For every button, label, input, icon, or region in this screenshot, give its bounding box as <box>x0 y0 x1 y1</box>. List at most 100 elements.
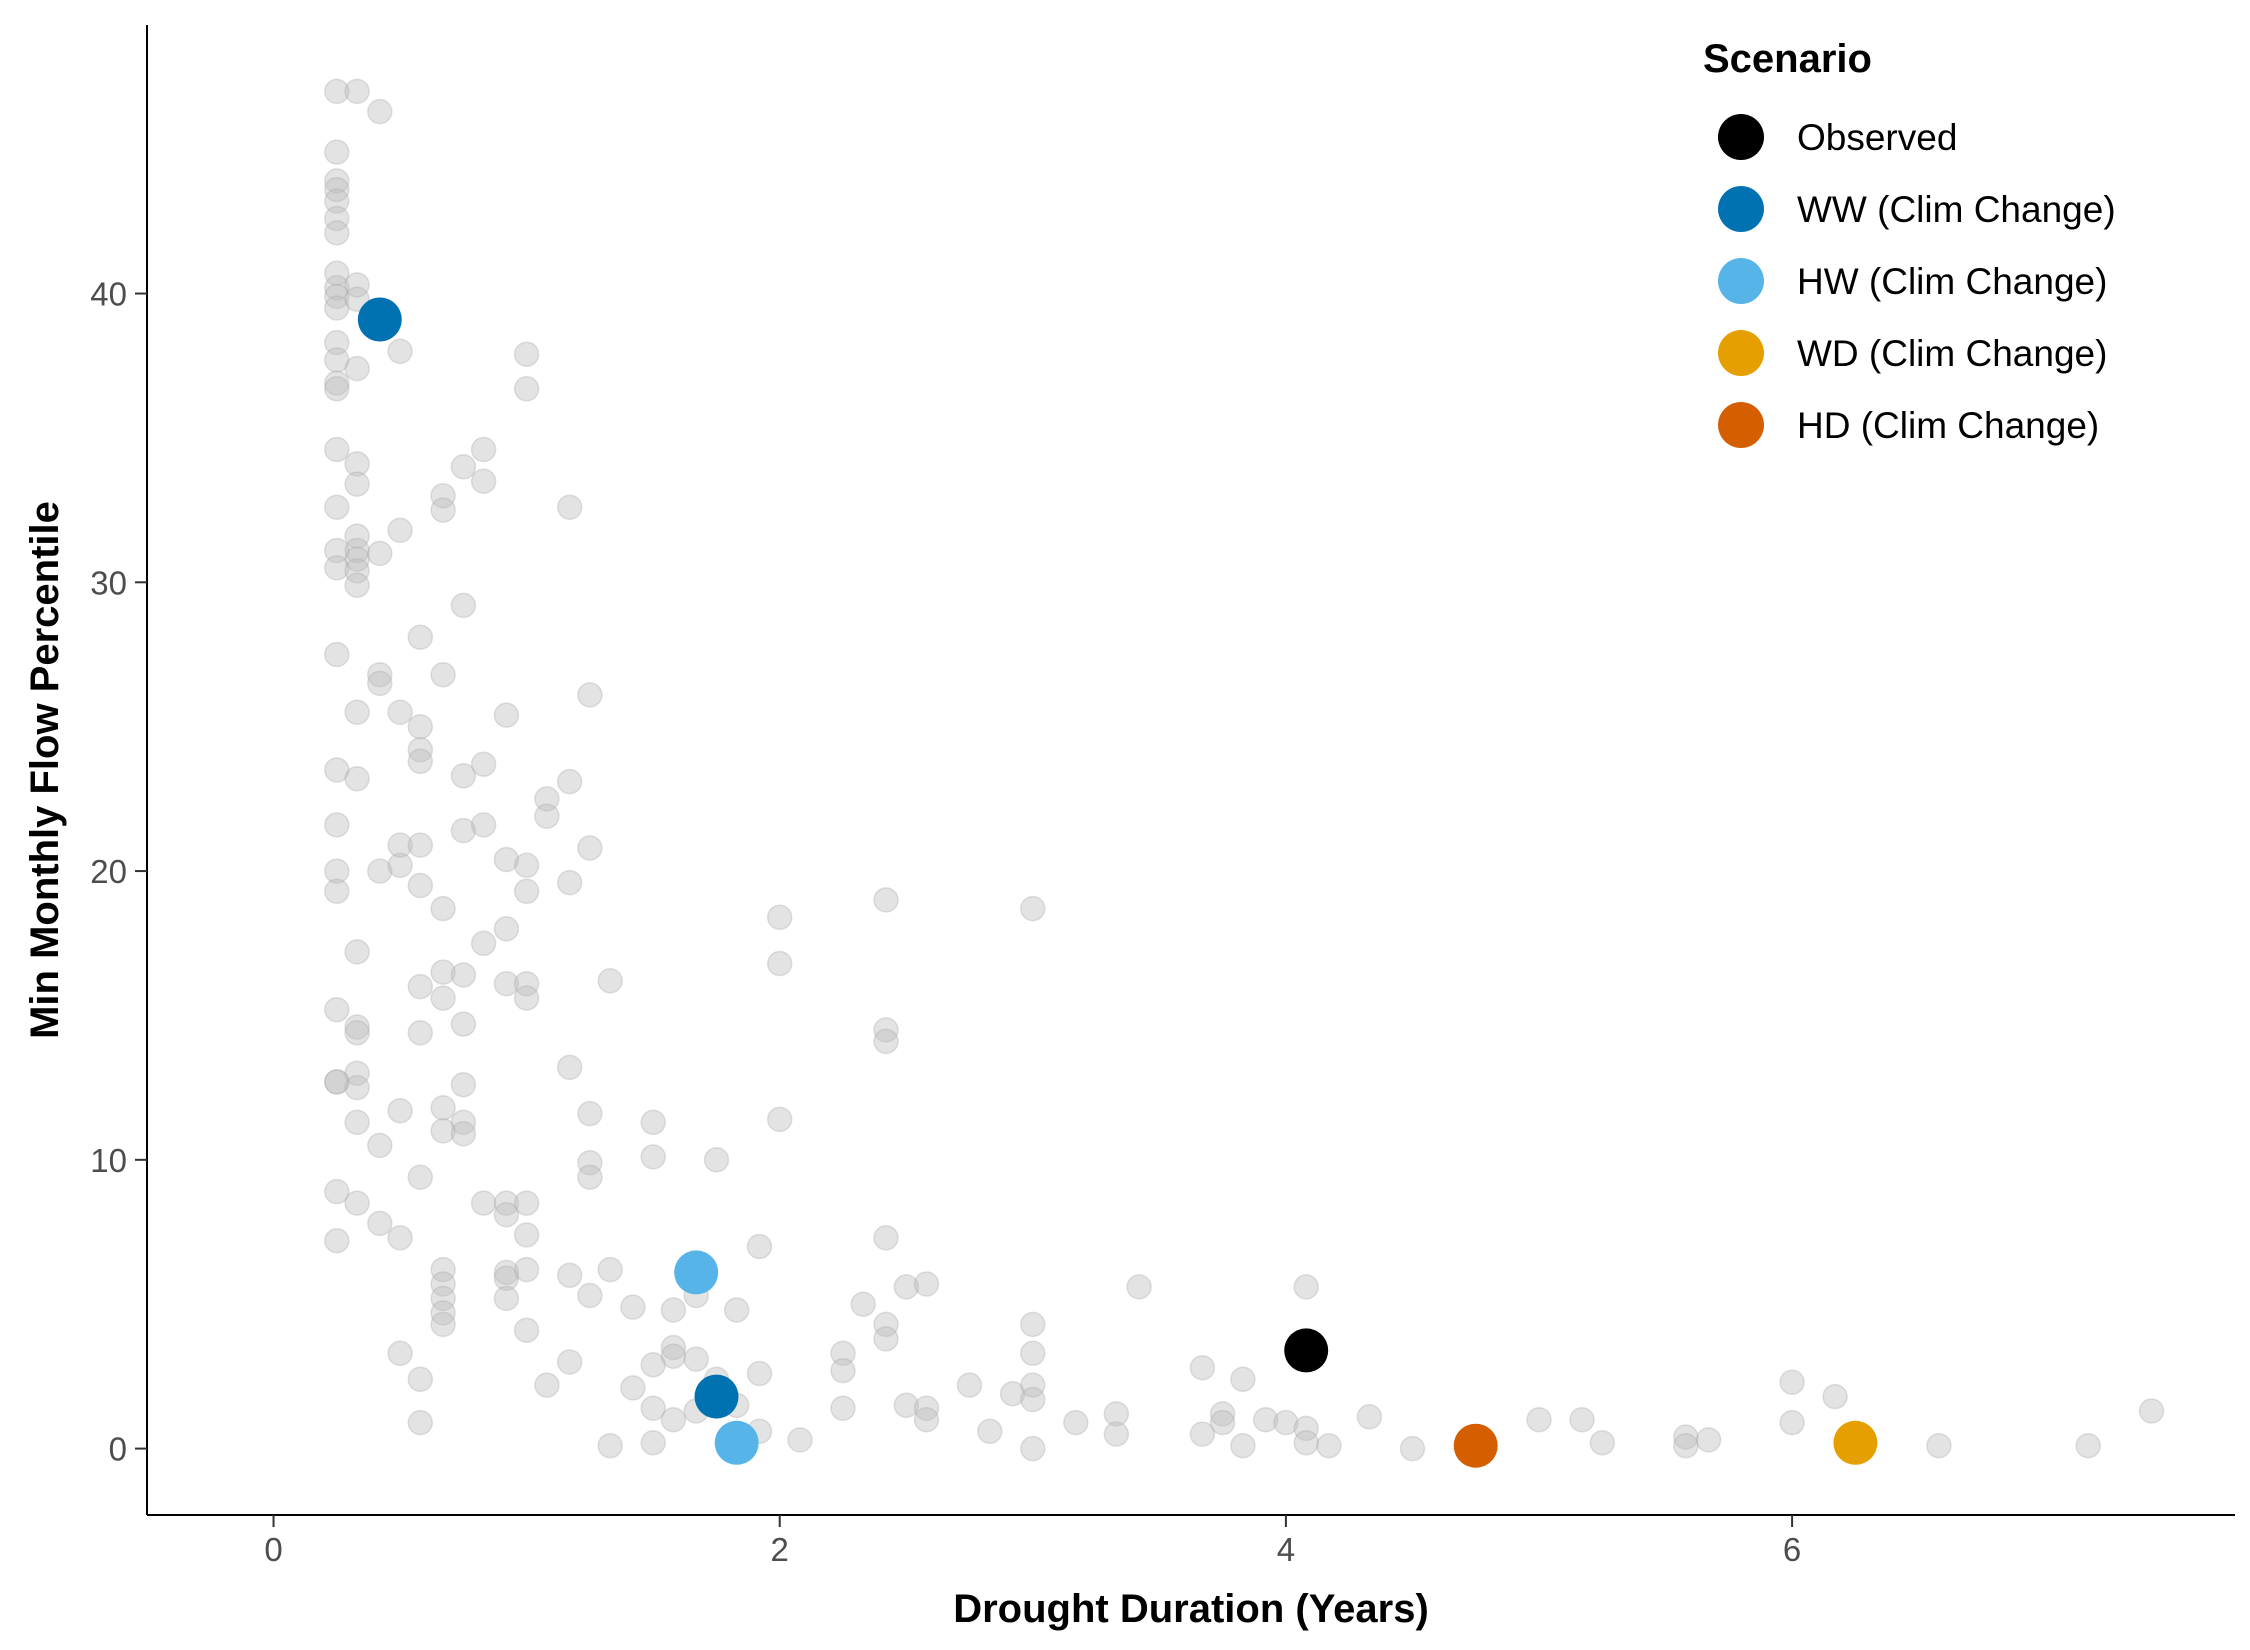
background-point <box>1252 1406 1279 1433</box>
background-point <box>324 436 350 463</box>
background-point <box>430 1285 456 1312</box>
background-point <box>450 763 477 789</box>
background-point <box>450 962 477 988</box>
background-point <box>913 1406 940 1433</box>
background-point <box>1020 1372 1046 1398</box>
background-point <box>577 1282 603 1309</box>
background-point <box>324 283 350 310</box>
background-point <box>430 1256 456 1283</box>
background-point <box>513 1317 540 1343</box>
background-point <box>450 592 477 619</box>
background-point <box>407 872 434 899</box>
background-point <box>493 846 520 873</box>
legend-key-wd-clim-change <box>1718 330 1764 376</box>
background-point <box>344 699 370 725</box>
legend-key-hd-clim-change <box>1718 402 1764 448</box>
background-point <box>407 1409 434 1436</box>
background-point <box>430 1300 456 1326</box>
background-point <box>430 1118 456 1144</box>
background-point <box>1103 1401 1130 1427</box>
background-point <box>577 1164 603 1190</box>
background-point <box>387 1097 413 1124</box>
background-point <box>324 295 350 321</box>
background-point <box>387 832 413 858</box>
background-point <box>850 1291 876 1317</box>
background-point <box>344 471 370 497</box>
background-point <box>1673 1432 1699 1459</box>
background-point <box>1779 1369 1805 1395</box>
background-point <box>1673 1424 1699 1450</box>
background-point <box>450 1011 477 1037</box>
background-point <box>407 1164 434 1190</box>
background-point <box>324 1227 350 1254</box>
background-point <box>324 376 350 402</box>
background-point <box>344 1020 370 1046</box>
background-point <box>534 1372 560 1398</box>
background-point <box>324 205 350 232</box>
background-point <box>324 1069 350 1095</box>
background-point <box>1230 1432 1256 1459</box>
background-point <box>407 973 434 1000</box>
background-point <box>324 555 350 581</box>
background-point <box>1293 1415 1319 1442</box>
legend-label-wd-clim-change: WD (Clim Change) <box>1797 333 2107 374</box>
background-point <box>324 996 350 1023</box>
background-point <box>324 757 350 783</box>
background-point <box>344 523 370 549</box>
background-point <box>430 985 456 1011</box>
background-point <box>324 168 350 194</box>
background-point <box>1526 1406 1552 1433</box>
background-point <box>640 1395 666 1421</box>
background-point <box>324 1178 350 1205</box>
background-point <box>324 347 350 373</box>
background-point <box>367 670 393 697</box>
background-point <box>830 1395 856 1421</box>
background-point <box>324 220 350 246</box>
legend-key-hw-clim-change <box>1718 258 1764 304</box>
y-tick-label: 40 <box>90 276 127 313</box>
background-point <box>493 702 520 728</box>
background-point <box>746 1233 773 1260</box>
point-hw-clim-change <box>674 1250 719 1295</box>
background-point <box>407 713 434 740</box>
background-point <box>387 1225 413 1251</box>
background-point <box>387 699 413 725</box>
background-point <box>703 1147 730 1173</box>
background-point <box>513 1256 540 1283</box>
background-point <box>597 1256 623 1283</box>
background-point <box>2138 1398 2165 1424</box>
background-point <box>344 451 370 477</box>
background-point <box>513 852 540 879</box>
background-point <box>387 1340 413 1367</box>
background-point <box>873 1028 899 1055</box>
background-point <box>493 1201 520 1228</box>
background-point <box>1779 1409 1805 1436</box>
background-point <box>387 852 413 879</box>
background-point <box>407 748 434 775</box>
background-point <box>430 895 456 922</box>
background-point <box>450 1121 477 1147</box>
x-axis-title: Drought Duration (Years) <box>953 1587 1429 1631</box>
legend: Scenario Observed WW (Clim Change) HW (Cli… <box>1703 37 2116 448</box>
background-point <box>344 546 370 572</box>
background-point <box>367 661 393 688</box>
background-point <box>1103 1421 1130 1447</box>
legend-label-observed: Observed <box>1797 117 1957 158</box>
background-point <box>450 817 477 844</box>
background-point <box>534 786 560 812</box>
point-hw-clim-change <box>714 1420 759 1465</box>
scenario-points-layer <box>357 297 1878 1468</box>
background-point <box>470 751 497 777</box>
background-point <box>873 887 899 913</box>
background-point <box>873 1017 899 1043</box>
background-point <box>1209 1409 1236 1436</box>
background-point <box>344 939 370 965</box>
y-tick-label: 30 <box>90 564 127 601</box>
background-point <box>493 1285 520 1312</box>
background-point <box>2075 1432 2101 1459</box>
background-point <box>913 1395 940 1421</box>
background-point <box>324 188 350 214</box>
background-point <box>683 1346 709 1372</box>
background-point <box>324 812 350 838</box>
background-point <box>407 832 434 858</box>
